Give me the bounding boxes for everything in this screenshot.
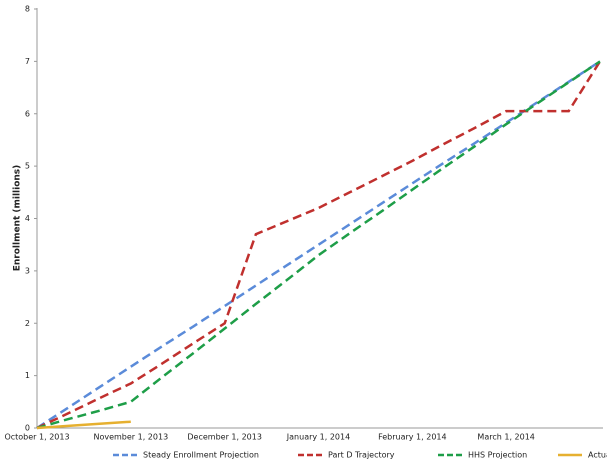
- series-line: [36, 60, 601, 430]
- y-tick-label: 8: [25, 5, 30, 14]
- x-tick-label: November 1, 2013: [93, 433, 168, 442]
- series-line: [36, 420, 131, 430]
- y-tick-label: 2: [25, 319, 30, 328]
- legend-label: Part D Trajectory: [328, 451, 395, 460]
- y-tick-label: 6: [25, 109, 30, 118]
- legend-label: Actual: [588, 451, 607, 460]
- y-tick-label: 5: [25, 162, 30, 171]
- x-tick-label: March 1, 2014: [477, 433, 534, 442]
- x-tick-label: January 1, 2014: [286, 433, 350, 442]
- series-line: [36, 60, 601, 430]
- legend-label: Steady Enrollment Projection: [143, 451, 259, 460]
- legend-label: HHS Projection: [468, 451, 527, 460]
- y-tick-label: 0: [25, 424, 30, 433]
- y-tick-label: 1: [25, 371, 30, 380]
- y-tick-label: 7: [25, 57, 30, 66]
- x-tick-label: December 1, 2013: [187, 433, 262, 442]
- series-line: [36, 60, 602, 430]
- y-tick-label: 3: [25, 266, 30, 275]
- x-tick-label: February 1, 2014: [378, 433, 447, 442]
- y-axis-label: Enrollment (millions): [13, 165, 23, 272]
- x-tick-label: October 1, 2013: [4, 433, 69, 442]
- y-tick-label: 4: [25, 214, 30, 223]
